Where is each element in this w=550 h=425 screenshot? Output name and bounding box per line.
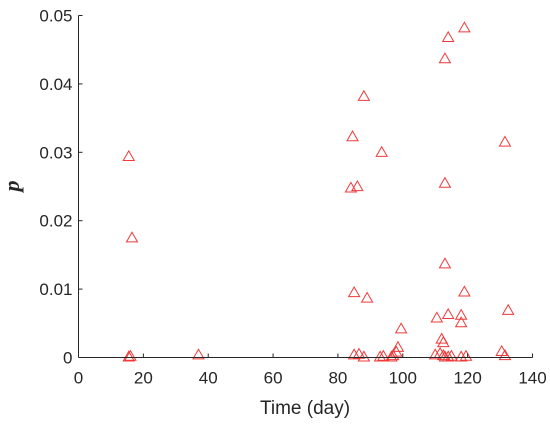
data-markers	[122, 21, 515, 362]
x-ticks: 0 20 40 60 80 100 120 140	[74, 353, 547, 388]
x-tick-label: 140	[518, 369, 546, 388]
data-point-triangle	[346, 130, 359, 142]
data-point-triangle	[458, 21, 471, 33]
data-point-triangle	[376, 349, 390, 361]
data-point-triangle	[458, 285, 471, 297]
data-point-triangle	[373, 350, 387, 362]
data-point-triangle	[347, 348, 361, 360]
data-point-triangle	[357, 89, 371, 101]
axes	[78, 15, 533, 358]
data-point-triangle	[436, 335, 450, 348]
data-point-triangle	[498, 135, 512, 147]
data-point-triangle	[394, 322, 408, 334]
y-tick-label: 0.03	[39, 143, 72, 162]
data-point-triangle	[122, 149, 136, 162]
data-point-triangle	[125, 231, 139, 243]
data-point-triangle	[441, 350, 455, 362]
x-tick-label: 100	[389, 369, 417, 388]
data-point-triangle	[441, 30, 455, 43]
x-tick-label: 120	[453, 369, 481, 388]
y-tick-label: 0	[63, 349, 72, 368]
y-tick-label: 0.02	[39, 212, 72, 231]
data-point-triangle	[454, 350, 468, 362]
data-point-triangle	[445, 349, 458, 361]
data-point-triangle	[347, 286, 361, 298]
x-tick-label: 40	[199, 369, 218, 388]
y-ticks: 0 0.01 0.02 0.03 0.04 0.05	[39, 7, 83, 368]
x-tick-label: 60	[264, 369, 283, 388]
y-tick-label: 0.01	[39, 280, 72, 299]
data-point-triangle	[428, 348, 442, 360]
data-point-triangle	[438, 52, 452, 64]
y-tick-label: 0.04	[39, 75, 72, 94]
data-point-triangle	[459, 349, 473, 361]
y-tick-label: 0.05	[39, 7, 72, 26]
data-point-triangle	[192, 348, 205, 360]
x-tick-label: 0	[74, 369, 83, 388]
data-point-triangle	[351, 179, 364, 192]
data-point-triangle	[375, 145, 389, 157]
data-point-triangle	[430, 311, 444, 323]
data-point-triangle	[391, 340, 405, 352]
data-point-triangle	[454, 308, 468, 320]
y-axis-title: p	[0, 181, 24, 194]
data-point-triangle	[498, 348, 512, 361]
data-point-triangle	[352, 347, 366, 359]
x-axis-title: Time (day)	[260, 398, 350, 419]
data-point-triangle	[454, 316, 468, 328]
x-tick-label: 20	[134, 369, 153, 388]
data-point-triangle	[438, 257, 452, 269]
data-point-triangle	[124, 349, 137, 361]
data-point-triangle	[122, 350, 136, 362]
data-point-triangle	[386, 348, 400, 361]
data-point-triangle	[501, 303, 515, 315]
x-tick-label: 80	[328, 369, 347, 388]
data-point-triangle	[438, 176, 452, 188]
data-point-triangle	[441, 307, 455, 320]
data-point-triangle	[360, 291, 374, 303]
data-point-triangle	[357, 350, 371, 362]
